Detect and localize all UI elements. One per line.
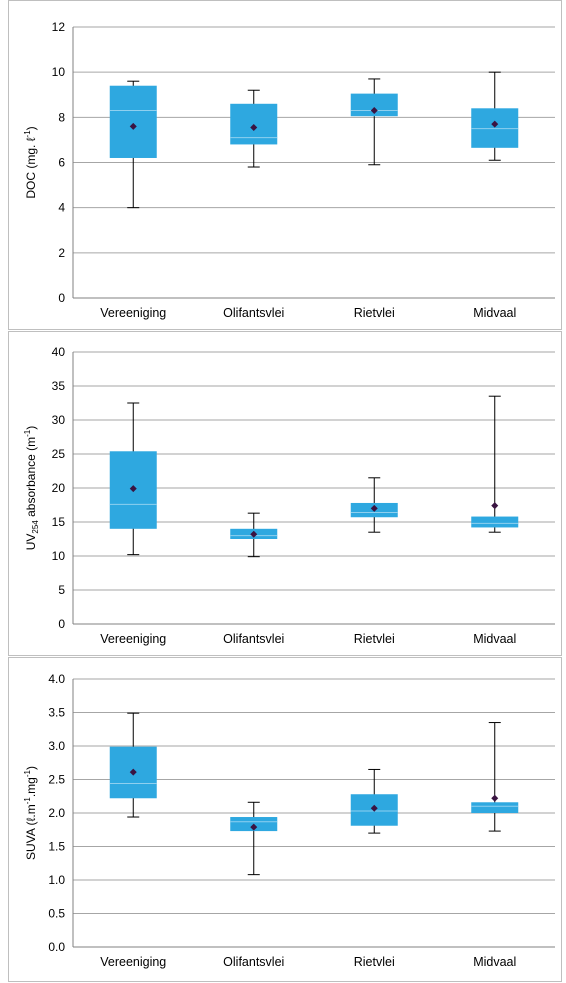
y-axis-label-part: SUVA (ℓ.m: [24, 804, 38, 860]
y-axis-label-part: DOC (mg. ℓ: [24, 137, 38, 198]
x-category-label: Vereeniging: [100, 632, 166, 646]
y-tick-label: 20: [52, 481, 66, 495]
uv254-box-plot: 0 5 10 15 20 25 30 35 40 UV254 absorbance (m-1) Ve…: [23, 345, 555, 646]
y-tick-label: 1.5: [48, 840, 65, 854]
doc-box-plot: 0 2 4 6 8 10 12 DOC (mg. ℓ-1) Vereeniging Olifant…: [23, 20, 555, 320]
mean-marker: [250, 530, 258, 538]
y-axis-label-part: -1: [23, 797, 32, 805]
y-tick-label: 40: [52, 345, 66, 359]
x-category-label: Midvaal: [473, 632, 516, 646]
y-tick-label: 4.0: [48, 672, 65, 686]
iqr-box: [471, 108, 519, 148]
x-category-label: Vereeniging: [100, 306, 166, 320]
y-tick-label: 2.0: [48, 806, 65, 820]
y-axis-label-part: UV: [24, 534, 38, 551]
y-axis-label-part: ): [24, 426, 38, 430]
suva-chart-panel: 0.0 0.5 1.0 1.5 2.0 2.5 3.0 3.5 4.0 SUVA (ℓ.m-1.m…: [8, 657, 562, 982]
y-tick-label: 35: [52, 379, 66, 393]
y-axis-label-part: ): [24, 766, 38, 770]
y-axis-label-part: ): [24, 126, 38, 130]
mean-marker: [491, 120, 499, 128]
x-category-label: Rietvlei: [354, 955, 395, 969]
y-tick-label: 6: [58, 156, 65, 170]
mean-marker: [250, 123, 258, 131]
y-tick-label: 3.0: [48, 739, 65, 753]
iqr-box: [471, 516, 519, 528]
y-tick-label: 3.5: [48, 706, 65, 720]
mean-marker: [370, 504, 378, 512]
y-axis-label-part: .mg: [24, 777, 38, 797]
y-tick-label: 30: [52, 413, 66, 427]
y-tick-label: 10: [52, 549, 66, 563]
x-category-label: Olifantsvlei: [223, 955, 284, 969]
x-category-label: Midvaal: [473, 955, 516, 969]
y-tick-label: 25: [52, 447, 66, 461]
y-axis-label-part: 254: [31, 520, 40, 534]
mean-marker: [370, 804, 378, 812]
x-category-label: Rietvlei: [354, 306, 395, 320]
y-tick-label: 2.5: [48, 773, 65, 787]
mean-marker: [129, 122, 137, 130]
uv-chart-panel: 0 5 10 15 20 25 30 35 40 UV254 absorbance (m-1) Ve…: [8, 331, 562, 656]
y-axis-label-part: -1: [23, 130, 32, 138]
y-axis-label: DOC (mg. ℓ-1): [23, 126, 38, 198]
x-category-label: Olifantsvlei: [223, 306, 284, 320]
x-category-label: Midvaal: [473, 306, 516, 320]
x-category-label: Rietvlei: [354, 632, 395, 646]
y-tick-label: 12: [52, 20, 66, 34]
mean-marker: [491, 794, 499, 802]
y-tick-label: 5: [58, 583, 65, 597]
iqr-box: [109, 85, 157, 158]
y-tick-label: 0: [58, 291, 65, 305]
mean-marker: [491, 502, 499, 510]
y-tick-label: 0.0: [48, 940, 65, 954]
doc-chart-panel: 0 2 4 6 8 10 12 DOC (mg. ℓ-1) Vereeniging Olifant…: [8, 0, 562, 330]
x-category-label: Olifantsvlei: [223, 632, 284, 646]
y-tick-label: 10: [52, 65, 66, 79]
y-tick-label: 0: [58, 617, 65, 631]
y-axis-label-part: -1: [23, 429, 32, 437]
y-axis-label: SUVA (ℓ.m-1.mg-1): [23, 766, 38, 860]
iqr-box: [471, 802, 519, 813]
y-tick-label: 4: [58, 201, 65, 215]
y-tick-label: 1.0: [48, 873, 65, 887]
y-tick-label: 0.5: [48, 907, 65, 921]
y-tick-label: 2: [58, 246, 65, 260]
y-tick-label: 8: [58, 110, 65, 124]
y-axis-label: UV254 absorbance (m-1): [23, 426, 40, 551]
x-category-label: Vereeniging: [100, 955, 166, 969]
mean-marker: [129, 485, 137, 493]
y-axis-label-part: -1: [23, 769, 32, 777]
y-axis-label-part: absorbance (m: [24, 437, 38, 520]
mean-marker: [250, 823, 258, 831]
mean-marker: [129, 768, 137, 776]
mean-marker: [370, 107, 378, 115]
y-tick-label: 15: [52, 515, 66, 529]
